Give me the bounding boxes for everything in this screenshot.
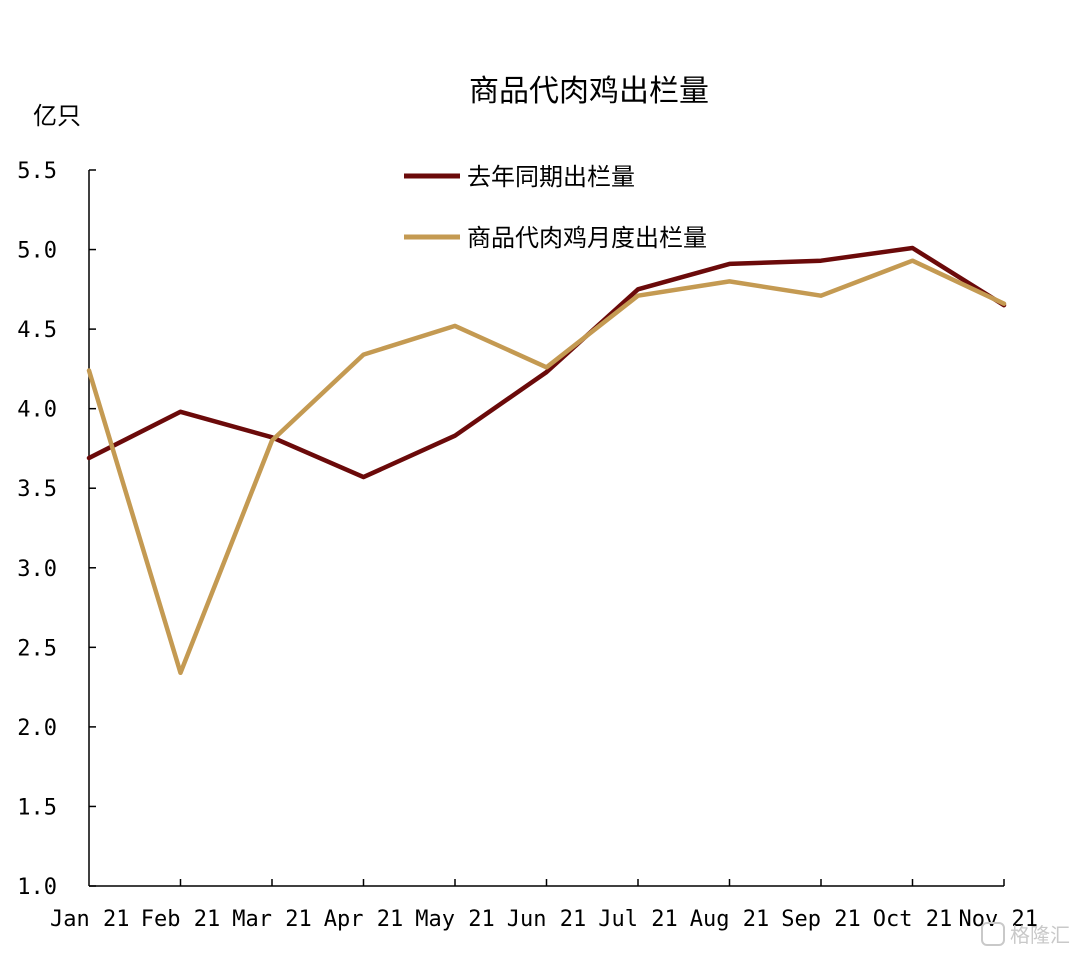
legend-label-last-year: 去年同期出栏量 — [467, 163, 635, 191]
legend: 去年同期出栏量 商品代肉鸡月度出栏量 — [404, 163, 707, 252]
legend-label-monthly: 商品代肉鸡月度出栏量 — [467, 224, 707, 252]
x-tick-label: Sep 21 — [781, 907, 860, 932]
y-tick-label: 2.5 — [17, 636, 57, 661]
series-line-0 — [86, 245, 1007, 480]
x-tick-label: Feb 21 — [141, 907, 220, 932]
x-tick-label: Oct 21 — [873, 907, 952, 932]
y-tick-label: 1.5 — [17, 795, 57, 820]
y-tick-label: 5.0 — [17, 239, 57, 264]
y-axis-unit: 亿只 — [33, 102, 81, 130]
x-tick-label: Mar 21 — [232, 907, 311, 932]
series-lines — [86, 245, 1007, 676]
x-tick-label: Jun 21 — [507, 907, 586, 932]
x-tick-label: Apr 21 — [324, 907, 403, 932]
x-tick-label: Aug 21 — [690, 907, 769, 932]
y-tick-label: 4.5 — [17, 318, 57, 343]
x-tick-label: Nov 21 — [959, 907, 1038, 932]
x-tick-label: May 21 — [415, 907, 494, 932]
y-tick-label: 5.5 — [17, 159, 57, 184]
y-tick-label: 3.5 — [17, 477, 57, 502]
chart-title: 商品代肉鸡出栏量 — [469, 74, 709, 109]
x-axis: Jan 21 Feb 21 Mar 21 Apr 21 May 21 Jun 21 Jul … — [50, 879, 1038, 932]
watermark-text: 格隆汇 — [1010, 923, 1070, 947]
y-tick-label: 4.0 — [17, 398, 57, 423]
watermark-logo-icon — [981, 922, 1005, 946]
series-line-1 — [86, 258, 1007, 676]
watermark: 格隆汇 — [981, 922, 1070, 947]
x-tick-label: Jul 21 — [598, 907, 677, 932]
x-tick-label: Jan 21 — [50, 907, 129, 932]
y-tick-label: 3.0 — [17, 557, 57, 582]
y-tick-label: 2.0 — [17, 716, 57, 741]
y-tick-label: 1.0 — [17, 875, 57, 900]
y-axis: 5.5 5.0 4.5 4.0 3.5 3.0 2.5 2.0 1.5 1.0 — [17, 159, 96, 900]
